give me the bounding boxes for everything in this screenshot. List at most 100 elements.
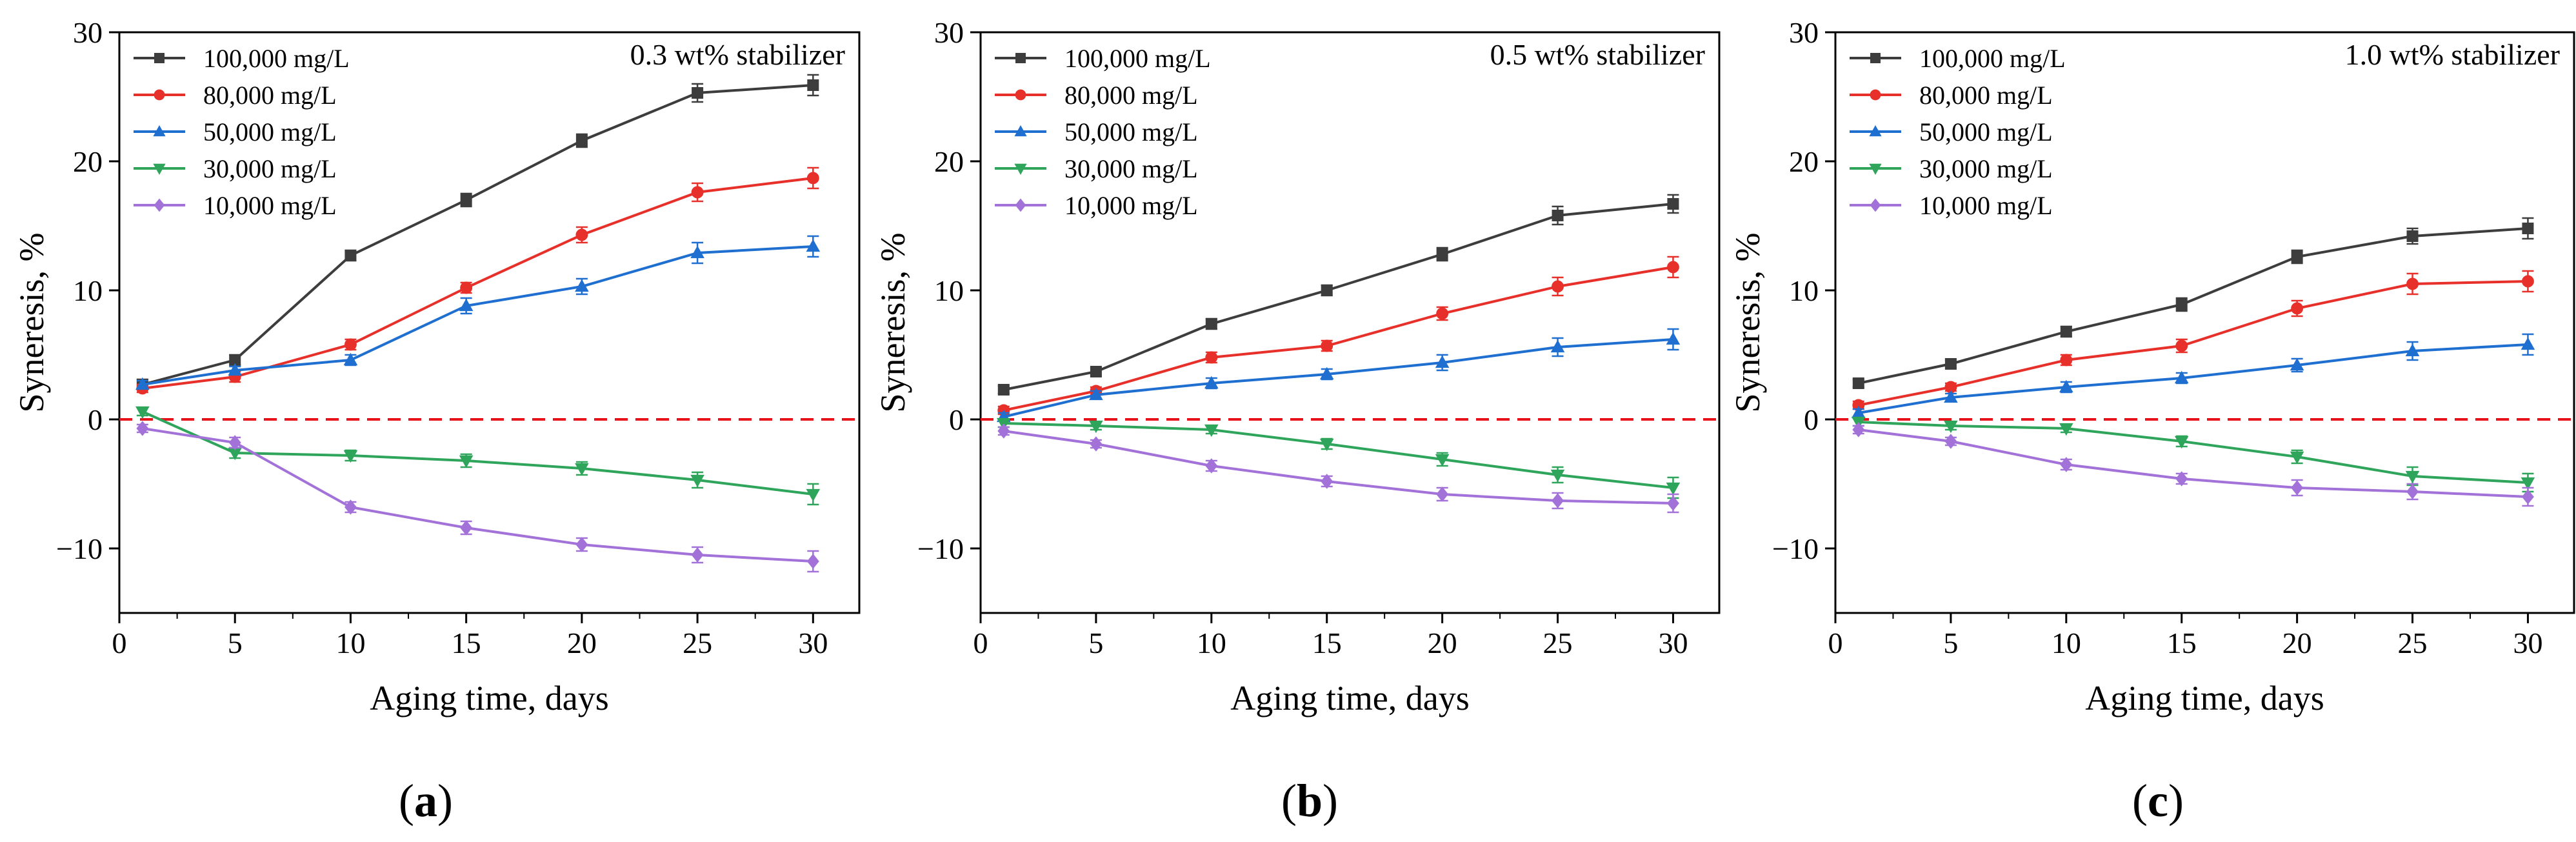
data-point xyxy=(2522,223,2534,234)
data-point xyxy=(575,537,588,552)
data-point xyxy=(1666,496,1679,511)
panel-label-close: ) xyxy=(1323,775,1338,827)
legend-marker xyxy=(1014,163,1027,175)
y-tick-label: 20 xyxy=(934,145,964,178)
x-tick-label: 10 xyxy=(2052,626,2081,659)
data-point xyxy=(2174,436,2189,449)
panel-label-open: ( xyxy=(2132,775,2148,827)
data-point xyxy=(2291,302,2304,315)
legend-label: 50,000 mg/L xyxy=(1064,117,1198,146)
data-point xyxy=(344,499,357,515)
data-point xyxy=(135,377,150,390)
legend-label: 10,000 mg/L xyxy=(203,191,337,220)
data-point xyxy=(2406,484,2419,499)
legend-marker xyxy=(153,163,166,175)
legend-marker xyxy=(154,89,165,101)
data-point xyxy=(1944,381,1957,394)
data-point xyxy=(806,172,819,185)
legend-label: 30,000 mg/L xyxy=(203,154,337,183)
panel-label-close: ) xyxy=(437,775,453,827)
series-100-000-mg-l xyxy=(136,74,819,391)
x-tick-label: 5 xyxy=(228,626,243,659)
data-point xyxy=(135,406,150,419)
data-point xyxy=(1667,198,1679,210)
legend-label: 80,000 mg/L xyxy=(203,81,337,110)
x-tick-label: 30 xyxy=(2513,626,2542,659)
chart-panel-a: 0 5 10 15 20 25 30 −10 0 10 20 30 Aging time, days Sy… xyxy=(12,16,861,827)
data-point xyxy=(1552,493,1564,508)
data-point xyxy=(459,298,474,312)
data-point xyxy=(2521,489,2534,505)
legend-marker xyxy=(1869,163,1882,175)
panel-label: (b) xyxy=(1281,775,1338,827)
legend: 100,000 mg/L 80,000 mg/L 50,000 mg/L 30,000… xyxy=(995,44,1211,220)
y-tick-label: 30 xyxy=(934,16,964,49)
series-line xyxy=(142,245,814,386)
panel-label: (c) xyxy=(2132,775,2184,827)
y-tick-label: 30 xyxy=(1789,16,1819,49)
y-tick-label: −10 xyxy=(1772,532,1819,565)
data-point xyxy=(459,455,474,468)
data-point xyxy=(2059,379,2073,393)
data-point xyxy=(690,245,704,259)
data-point xyxy=(1666,482,1681,496)
legend-label: 100,000 mg/L xyxy=(203,44,350,73)
data-point xyxy=(228,435,241,450)
series-50-000-mg-l xyxy=(135,235,821,390)
data-point xyxy=(1319,366,1334,380)
data-point xyxy=(691,547,704,563)
data-point xyxy=(136,421,149,436)
legend-marker xyxy=(1015,53,1026,63)
panel-label-letter: c xyxy=(2148,775,2168,827)
legend-marker xyxy=(1014,125,1027,137)
data-point xyxy=(691,186,704,199)
data-point xyxy=(807,79,819,91)
y-tick-label: 0 xyxy=(1804,403,1819,436)
data-point xyxy=(1090,436,1103,452)
x-tick-label: 25 xyxy=(1543,626,1573,659)
data-point xyxy=(806,239,821,252)
series-30-000-mg-l xyxy=(996,417,1681,499)
chart-panel-c: 0 5 10 15 20 25 30 −10 0 10 20 30 Aging time, days Sy… xyxy=(1728,16,2575,827)
panel-label-close: ) xyxy=(2168,775,2184,827)
x-tick-label: 15 xyxy=(452,626,481,659)
data-point xyxy=(2175,339,2188,352)
data-point xyxy=(2290,357,2304,371)
x-tick-label: 5 xyxy=(1088,626,1103,659)
legend-marker xyxy=(1870,53,1881,63)
legend-label: 50,000 mg/L xyxy=(203,117,337,146)
series-100-000-mg-l xyxy=(997,194,1679,396)
y-axis-title: Syneresis, % xyxy=(874,233,912,413)
data-point xyxy=(1205,458,1218,474)
data-point xyxy=(997,423,1010,439)
series-line xyxy=(1003,203,1673,391)
stabilizer-annotation: 1.0 wt% stabilizer xyxy=(2345,38,2560,71)
legend-label: 30,000 mg/L xyxy=(1064,154,1198,183)
y-axis-title: Syneresis, % xyxy=(12,233,51,413)
series-line xyxy=(1858,343,2528,414)
data-point xyxy=(228,447,243,461)
series-line xyxy=(142,410,814,496)
series-line xyxy=(142,427,814,563)
data-point xyxy=(692,87,704,99)
data-point xyxy=(1205,318,1217,330)
data-point xyxy=(2406,277,2419,290)
y-tick-label: 10 xyxy=(934,274,964,307)
data-point xyxy=(2405,470,2420,484)
data-point xyxy=(2521,477,2535,490)
panel-label: (a) xyxy=(399,775,453,827)
data-point xyxy=(1436,307,1449,320)
data-point xyxy=(228,363,243,376)
data-point xyxy=(1944,390,1958,403)
data-point xyxy=(1204,376,1219,389)
legend-label: 100,000 mg/L xyxy=(1064,44,1211,73)
data-point xyxy=(1944,358,1957,370)
panel-label-letter: b xyxy=(1297,775,1323,827)
data-point xyxy=(2406,230,2419,242)
series-line xyxy=(1003,422,1673,489)
chart-panel-b: 0 5 10 15 20 25 30 −10 0 10 20 30 Aging time, days Sy… xyxy=(874,16,1721,827)
data-point xyxy=(2521,275,2534,288)
legend-label: 10,000 mg/L xyxy=(1064,191,1198,220)
x-axis-title: Aging time, days xyxy=(2085,679,2324,717)
x-tick-label: 20 xyxy=(567,626,597,659)
